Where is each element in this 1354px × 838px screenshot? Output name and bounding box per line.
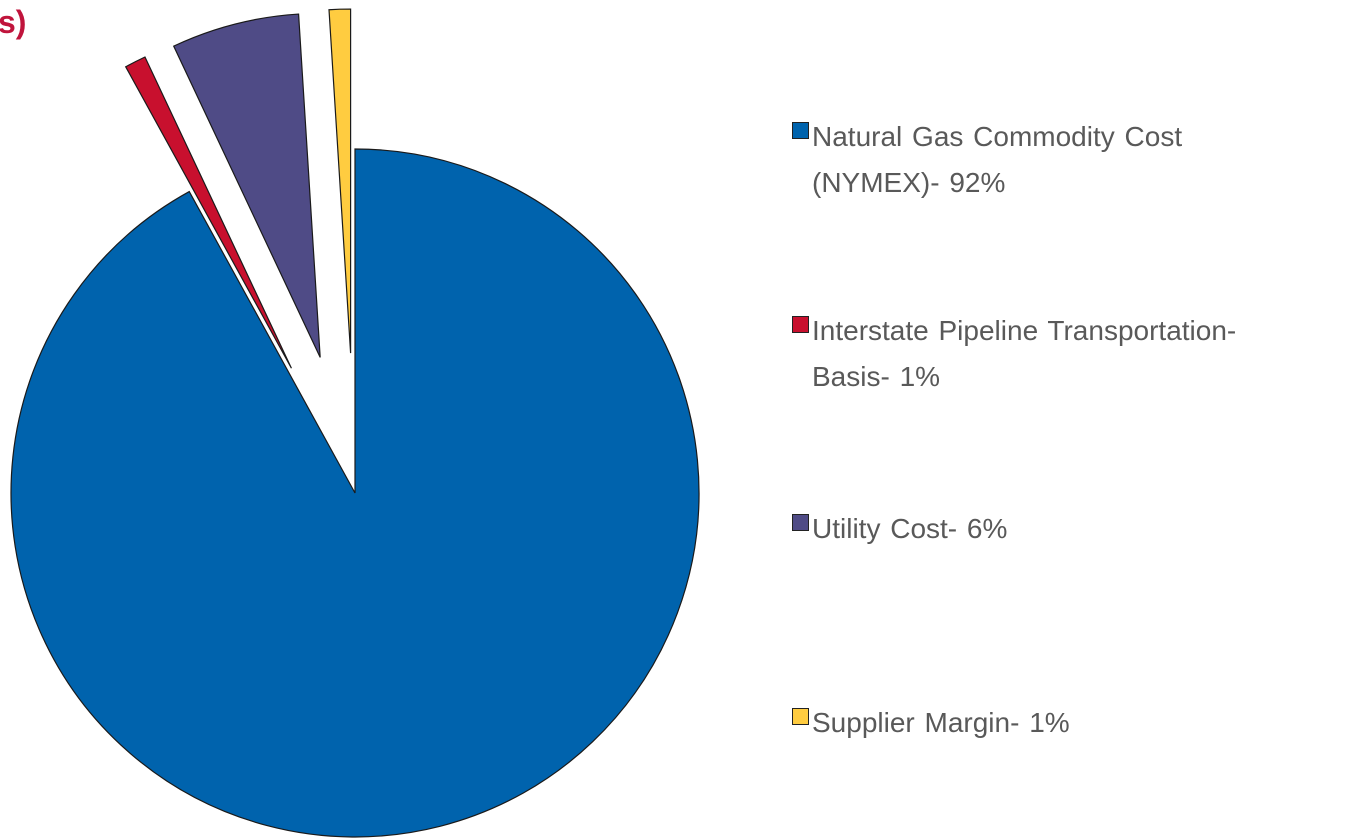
legend-swatch (792, 316, 809, 333)
legend-label: Utility Cost- 6% (812, 513, 1008, 544)
pie-slice (10, 148, 700, 838)
legend-swatch (792, 514, 809, 531)
legend-label-line1: Interstate Pipeline Transportation- (812, 315, 1237, 346)
pie-slice (124, 56, 292, 369)
legend-label-line1: Natural Gas Commodity Cost (812, 121, 1183, 152)
legend-item-utility: Utility Cost- 6% (792, 506, 1352, 552)
pie-slice (328, 8, 352, 354)
legend-swatch (792, 708, 809, 725)
pie-slice (172, 13, 321, 358)
legend-label-line2: (NYMEX)- 92% (812, 167, 1006, 198)
legend-item-natural-gas: Natural Gas Commodity Cost (NYMEX)- 92% (792, 114, 1352, 206)
legend-label-line2: Basis- 1% (812, 361, 941, 392)
legend-swatch (792, 122, 809, 139)
legend-label: Supplier Margin- 1% (812, 707, 1070, 738)
chart-title-fragment: s) (0, 4, 27, 40)
legend-item-supplier: Supplier Margin- 1% (792, 700, 1352, 746)
legend-item-pipeline: Interstate Pipeline Transportation- Basi… (792, 308, 1352, 400)
